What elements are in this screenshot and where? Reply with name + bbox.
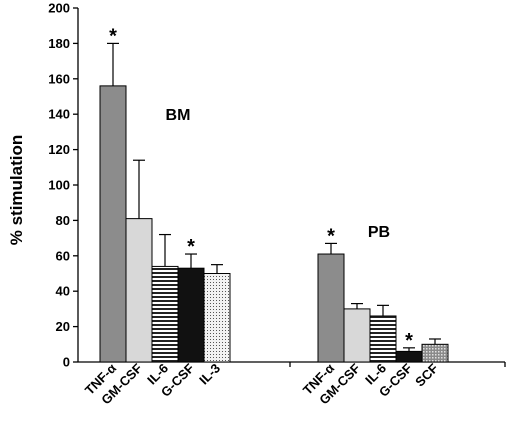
y-tick-label: 120 [48,142,70,157]
significance-marker: * [109,25,117,47]
y-axis-title: % stimulation [7,135,26,246]
group-label: PB [368,224,390,241]
bar [203,273,231,363]
bar [421,343,449,363]
bar [151,265,179,363]
bar [395,350,423,363]
y-tick-label: 60 [56,248,70,263]
bar [369,315,397,363]
bar [177,267,205,363]
x-tick-label: SCF [412,360,441,389]
significance-marker: * [405,330,413,352]
bar [99,85,127,363]
significance-marker: * [187,236,195,258]
y-tick-label: 180 [48,36,70,51]
y-tick-label: 20 [56,319,70,334]
y-tick-label: 160 [48,71,70,86]
y-tick-label: 200 [48,1,70,16]
y-tick-label: 140 [48,107,70,122]
y-tick-label: 100 [48,178,70,193]
bar [125,218,153,363]
y-tick-label: 0 [63,355,70,370]
y-tick-label: 80 [56,213,70,228]
x-tick-label: IL-3 [196,361,223,388]
y-tick-label: 40 [56,284,70,299]
bar [317,253,345,363]
significance-marker: * [327,225,335,247]
group-label: BM [166,107,191,124]
bar [343,308,371,363]
y-axis: 0 20 40 60 80 100 120 140 160 180 200 [48,1,506,370]
bars: * * * * [99,25,449,363]
